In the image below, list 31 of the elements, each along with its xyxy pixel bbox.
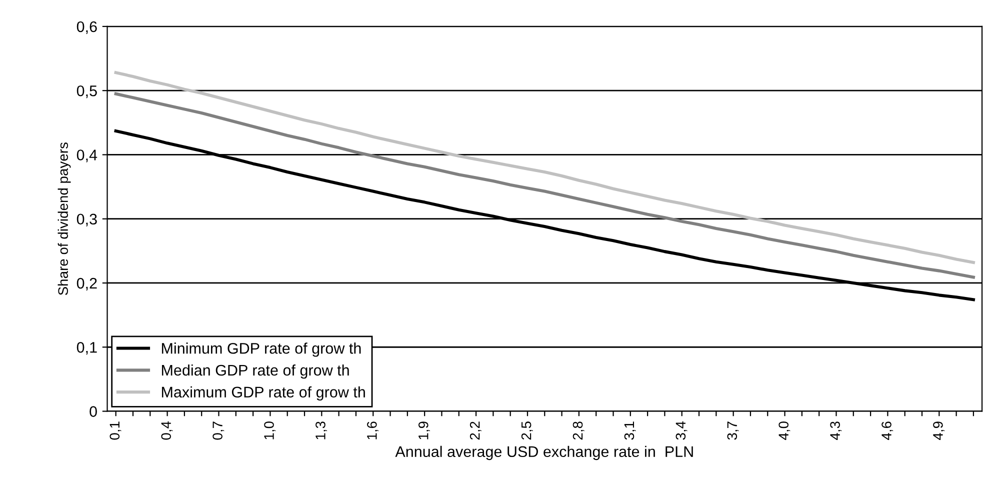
line-series bbox=[114, 92, 975, 279]
y-tick-label: 0,5 bbox=[76, 85, 97, 98]
legend-label: Maximum GDP rate of grow th bbox=[162, 386, 365, 401]
x-tick-label: 1,9 bbox=[418, 422, 430, 440]
line-series bbox=[114, 71, 975, 264]
x-tick-label: 4,9 bbox=[933, 422, 945, 440]
legend-label: Median GDP rate of grow th bbox=[162, 364, 349, 379]
x-tick-label: 2,5 bbox=[521, 422, 533, 440]
x-tick-label: 3,7 bbox=[727, 422, 739, 440]
x-tick-label: 1,6 bbox=[367, 422, 378, 440]
y-tick-label: 0,1 bbox=[76, 342, 97, 355]
x-tick-label: 0,7 bbox=[212, 422, 224, 440]
y-tick-label: 0,6 bbox=[76, 21, 97, 34]
x-tick-label: 4,0 bbox=[778, 422, 790, 440]
y-tick-label: 0,2 bbox=[76, 278, 97, 290]
legend-label: Minimum GDP rate of grow th bbox=[162, 342, 361, 357]
x-axis-title: Annual average USD exchange rate in PLN bbox=[395, 446, 693, 460]
y-axis-title: Share of dividend payers bbox=[58, 142, 71, 296]
x-tick-label: 1,3 bbox=[316, 422, 328, 440]
x-tick-label: 4,3 bbox=[830, 422, 842, 440]
y-tick-label: 0 bbox=[90, 406, 97, 417]
x-tick-label: 3,4 bbox=[676, 421, 688, 440]
x-tick-label: 2,2 bbox=[470, 422, 482, 440]
y-tick-label: 0,4 bbox=[76, 150, 98, 162]
x-tick-label: 3,1 bbox=[624, 422, 636, 440]
y-tick-label: 0,3 bbox=[76, 214, 97, 226]
x-tick-label: 2,8 bbox=[572, 422, 584, 440]
x-tick-label: 1,0 bbox=[264, 422, 276, 440]
x-tick-label: 4,6 bbox=[882, 422, 894, 440]
x-tick-label: 0,4 bbox=[161, 421, 173, 440]
x-tick-label: 0,1 bbox=[110, 422, 122, 440]
